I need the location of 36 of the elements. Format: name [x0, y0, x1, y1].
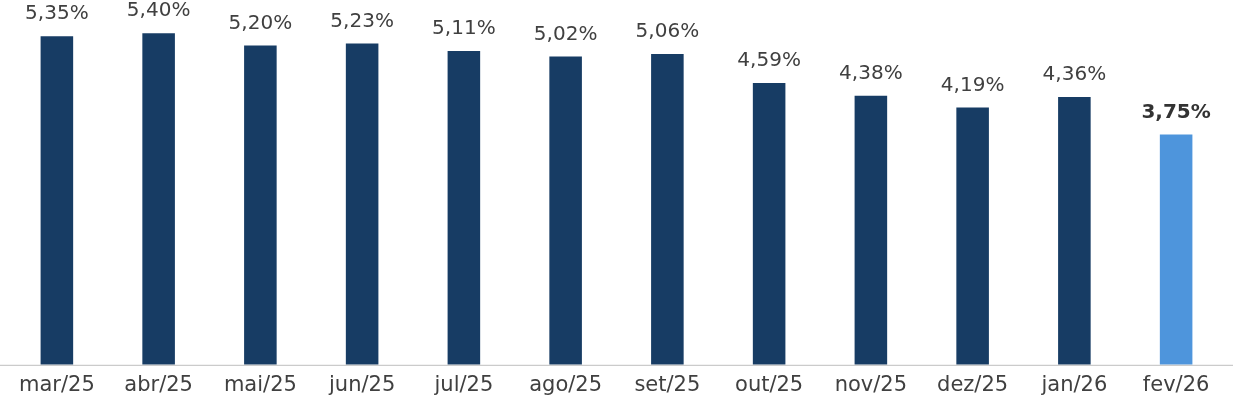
x-tick-label: mai/25 [223, 371, 297, 396]
bar [1058, 97, 1091, 365]
x-tick-label: jul/25 [433, 371, 494, 396]
data-label: 3,75% [1141, 98, 1211, 123]
x-tick-label: ago/25 [529, 371, 603, 396]
x-tick-label: set/25 [634, 371, 701, 396]
data-label: 5,06% [635, 18, 700, 43]
bar [345, 43, 379, 365]
bar [752, 82, 786, 365]
x-tick-label: nov/25 [834, 371, 908, 396]
data-label: 5,23% [330, 7, 394, 32]
x-tick-label: mar/25 [18, 371, 95, 396]
data-label: 4,38% [839, 60, 903, 85]
x-tick-label: dez/25 [937, 371, 1009, 396]
bar [40, 36, 74, 365]
data-label: 5,11% [432, 15, 496, 40]
data-label: 5,40% [126, 0, 191, 22]
data-label: 4,59% [737, 47, 801, 72]
bar [447, 50, 481, 365]
data-label: 4,19% [940, 71, 1005, 96]
x-tick-label: fev/26 [1142, 371, 1210, 396]
bar [142, 33, 175, 365]
x-tick-label: jan/26 [1040, 371, 1108, 396]
bar [854, 95, 888, 365]
data-label: 5,35% [25, 0, 89, 25]
bar [956, 107, 989, 365]
x-tick-label: jun/25 [327, 371, 396, 396]
x-tick-label: out/25 [735, 371, 804, 396]
data-label: 5,02% [533, 20, 598, 45]
bar [244, 45, 277, 365]
bar [549, 56, 582, 365]
bar [1159, 134, 1193, 365]
x-tick-label: abr/25 [124, 371, 193, 396]
data-label: 5,20% [228, 9, 293, 34]
bar [651, 54, 684, 365]
data-label: 4,36% [1042, 61, 1107, 86]
